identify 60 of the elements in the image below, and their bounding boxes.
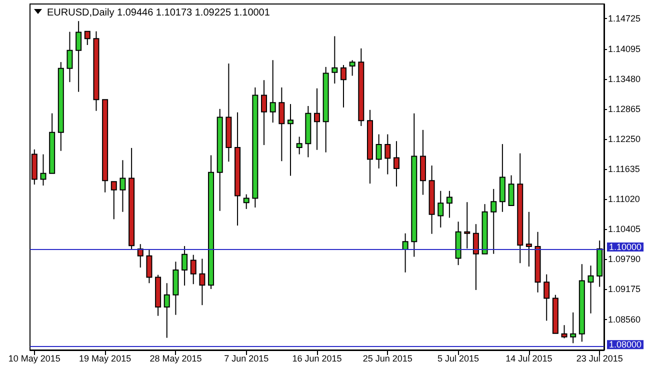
candlestick <box>340 64 346 108</box>
y-tick-label: 1.09175 <box>608 284 641 294</box>
candlestick <box>544 274 550 322</box>
candlestick <box>182 246 188 286</box>
y-tick-label: 1.11635 <box>608 164 640 174</box>
candlestick <box>199 258 206 306</box>
x-tick-label: 7 Jun 2015 <box>224 354 269 364</box>
candlestick <box>446 190 452 218</box>
candlestick <box>508 174 514 206</box>
candlestick <box>402 232 408 273</box>
candlestick <box>464 202 470 249</box>
candlestick <box>332 36 338 84</box>
x-tick-label: 28 May 2015 <box>150 354 202 364</box>
y-tick-label: 1.14725 <box>608 13 641 24</box>
candlestick <box>588 265 594 314</box>
candlestick <box>526 211 532 268</box>
candlestick <box>314 88 320 150</box>
candlestick <box>120 160 126 212</box>
candlestick <box>190 254 196 285</box>
x-tick-label: 25 Jun 2015 <box>362 354 412 364</box>
candlestick <box>296 136 302 155</box>
candlestick <box>76 20 82 92</box>
candlestick <box>349 60 356 76</box>
candlestick <box>384 134 391 175</box>
candlestick <box>66 31 73 83</box>
y-tick-label: 1.12250 <box>608 134 641 144</box>
candlestick <box>40 154 46 186</box>
candlestick <box>84 30 90 46</box>
y-tick-label: 1.09790 <box>608 254 641 264</box>
x-tick-label: 19 May 2015 <box>79 354 132 364</box>
candlestick <box>561 324 568 339</box>
candlestick <box>164 282 170 338</box>
candlestick <box>261 80 268 146</box>
x-tick-label: 10 May 2015 <box>8 354 60 364</box>
candlestick <box>376 134 382 169</box>
candlestick <box>146 248 152 284</box>
candlestick <box>278 86 285 162</box>
x-tick-label: 5 Jul 2015 <box>438 354 480 364</box>
candlestick <box>137 244 144 268</box>
y-tick-label: 1.12865 <box>608 104 641 114</box>
y-tick-label: 1.14095 <box>608 44 641 54</box>
candlestick <box>438 190 444 228</box>
candlestick <box>490 188 497 254</box>
ref-line-label: 1.10000 <box>609 242 642 252</box>
ref-line-label: 1.08000 <box>609 340 642 350</box>
y-tick-label: 1.13480 <box>608 74 641 84</box>
y-tick-label: 1.11020 <box>608 194 640 204</box>
candlestick <box>288 104 294 176</box>
x-tick-label: 23 Jul 2015 <box>576 354 623 364</box>
candlestick <box>570 312 576 344</box>
candlestick <box>472 224 479 290</box>
candlestick <box>270 60 276 124</box>
y-tick-label: 1.08560 <box>608 314 641 324</box>
candlestick <box>393 140 400 188</box>
candlestick <box>110 181 117 220</box>
x-tick-label: 14 Jul 2015 <box>506 354 552 364</box>
x-tick-label: 16 Jun 2015 <box>292 354 342 364</box>
y-tick-label: 1.10405 <box>608 224 641 234</box>
candlestick <box>243 194 250 210</box>
chart-title: EURUSD,Daily 1.09446 1.10173 1.09225 1.10001 <box>47 8 270 18</box>
